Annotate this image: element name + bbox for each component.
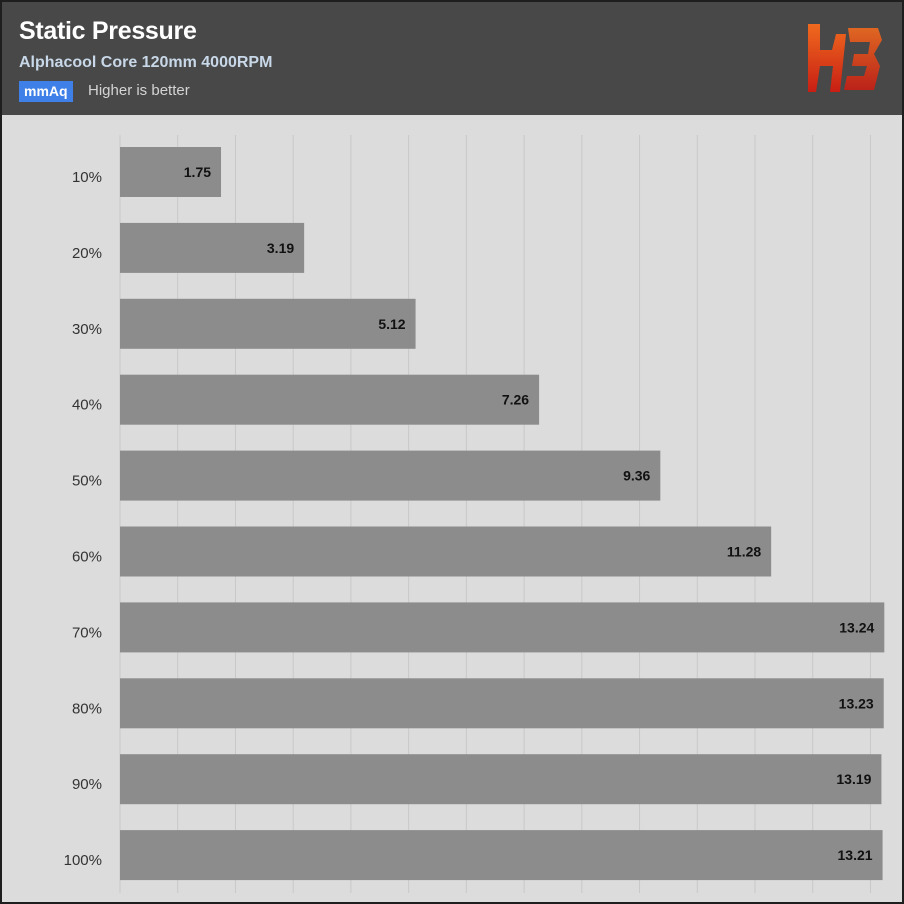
category-label: 100% bbox=[64, 852, 102, 869]
bar-value-label: 3.19 bbox=[267, 240, 294, 256]
bar-value-label: 9.36 bbox=[623, 468, 650, 484]
higher-is-better-note: Higher is better bbox=[88, 82, 190, 99]
chart-subtitle: Alphacool Core 120mm 4000RPM bbox=[19, 54, 273, 71]
bar-value-label: 11.28 bbox=[727, 544, 761, 560]
bar bbox=[120, 754, 882, 805]
bar bbox=[120, 222, 305, 273]
category-label: 90% bbox=[72, 776, 102, 793]
bar-value-label: 7.26 bbox=[502, 392, 529, 408]
bar bbox=[120, 147, 222, 197]
bar-value-label: 13.19 bbox=[836, 771, 871, 787]
hb-logo-icon bbox=[808, 24, 882, 92]
category-label: 70% bbox=[72, 624, 102, 641]
bar bbox=[120, 450, 661, 501]
chart-title: Static Pressure bbox=[19, 17, 197, 45]
bar bbox=[120, 678, 884, 729]
unit-badge: mmAq bbox=[19, 81, 73, 102]
category-label: 10% bbox=[72, 169, 102, 186]
bar-chart: 1.75 10% 3.19 20% 5.12 30% 7.26 40% 9.36 50% 11.28… bbox=[64, 135, 885, 893]
bar-value-label: 5.12 bbox=[378, 316, 405, 332]
category-label: 30% bbox=[72, 321, 102, 338]
category-label: 60% bbox=[72, 549, 102, 566]
bar-value-label: 13.24 bbox=[839, 619, 874, 635]
bar-value-label: 1.75 bbox=[184, 164, 211, 180]
category-label: 80% bbox=[72, 700, 102, 717]
category-label: 50% bbox=[72, 473, 102, 490]
bar-value-label: 13.21 bbox=[838, 847, 873, 863]
bar bbox=[120, 298, 416, 349]
bar-value-label: 13.23 bbox=[839, 695, 874, 711]
bar bbox=[120, 602, 885, 653]
bar bbox=[120, 374, 540, 425]
category-label: 20% bbox=[72, 245, 102, 262]
category-label: 40% bbox=[72, 397, 102, 414]
bar bbox=[120, 830, 883, 881]
chart-header: Static Pressure Alphacool Core 120mm 400… bbox=[2, 2, 902, 115]
bar bbox=[120, 526, 772, 577]
